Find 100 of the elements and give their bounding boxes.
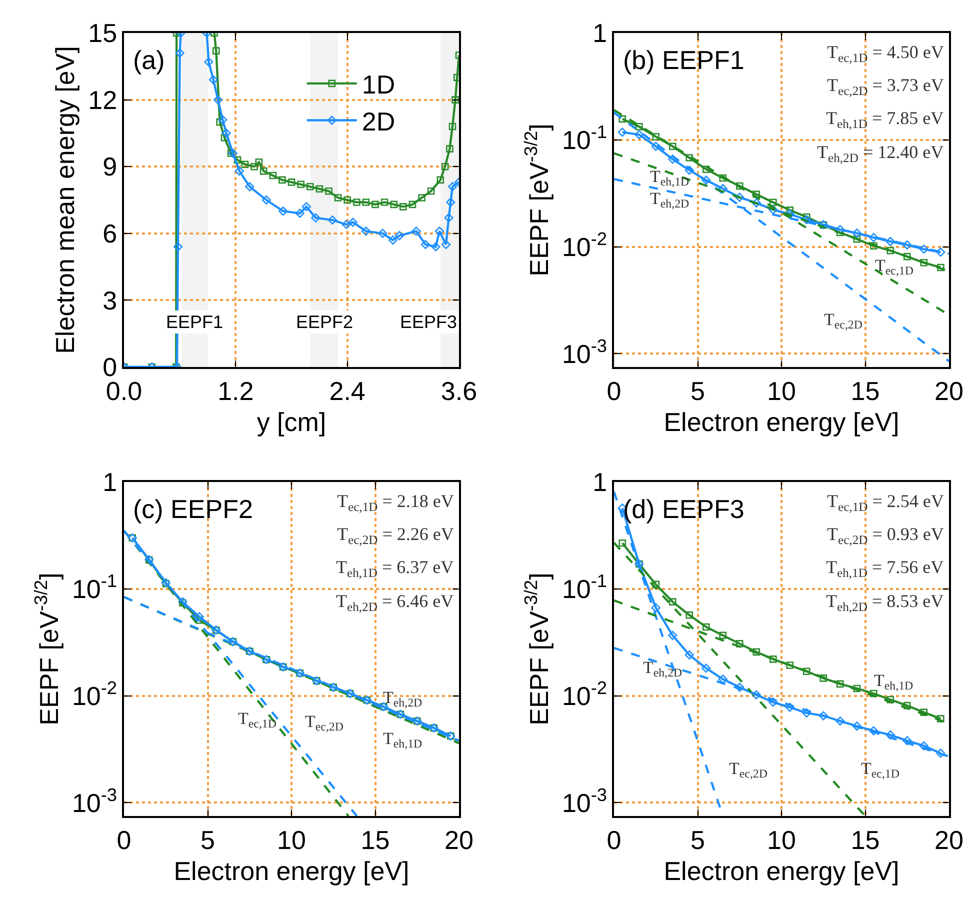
x-tick-label: 15 xyxy=(850,376,880,406)
point xyxy=(444,213,454,222)
point xyxy=(702,176,711,185)
point xyxy=(288,178,296,186)
point xyxy=(234,156,242,164)
point xyxy=(418,194,426,202)
annotation: T$_{ec,2D}$ xyxy=(824,310,863,332)
x-tick-label: 5 xyxy=(200,824,215,855)
annotation: T$_{ec,1D}$ xyxy=(238,709,277,731)
point xyxy=(362,198,370,206)
point xyxy=(735,682,744,692)
point xyxy=(218,115,228,124)
point xyxy=(352,198,360,206)
y-tick-label: 9 xyxy=(102,152,118,182)
x-tick-label: 5 xyxy=(690,376,705,406)
point xyxy=(446,198,456,207)
annotation: T$_{eh,1D}$ xyxy=(383,729,423,751)
annotation: T$_{ec,1D}$ = 2.54 eV xyxy=(827,491,944,514)
point xyxy=(903,252,911,260)
x-tick-label: 20 xyxy=(934,376,964,406)
band-label: EEPF2 xyxy=(296,312,354,332)
point xyxy=(785,702,794,712)
point xyxy=(651,142,660,151)
point xyxy=(228,148,238,158)
annotation: T$_{eh,2D}$ = 6.46 eV xyxy=(336,591,454,614)
point xyxy=(852,722,862,731)
point xyxy=(390,200,398,208)
point xyxy=(869,232,878,242)
point xyxy=(902,240,912,250)
x-tick-label: 20 xyxy=(934,824,964,855)
point xyxy=(408,200,416,208)
point xyxy=(919,244,928,254)
point xyxy=(802,215,812,224)
point xyxy=(702,664,711,673)
point xyxy=(372,200,379,208)
x-axis-title: y [cm] xyxy=(256,407,326,438)
point xyxy=(212,47,220,54)
x-tick-label: 20 xyxy=(444,824,474,855)
y-tick-label: 3 xyxy=(102,285,118,316)
legend-label: 1D xyxy=(362,70,396,100)
point xyxy=(936,715,944,722)
point xyxy=(394,231,404,240)
point xyxy=(213,95,223,104)
annotation: T$_{ec,1D}$ xyxy=(861,759,900,781)
point xyxy=(173,242,183,252)
point xyxy=(316,185,324,193)
band-label: EEPF1 xyxy=(166,312,224,332)
point xyxy=(702,623,710,631)
point xyxy=(769,656,777,663)
point xyxy=(634,130,644,140)
point xyxy=(802,668,810,676)
annotation: T$_{ec,2D}$ = 0.93 eV xyxy=(827,524,944,547)
point xyxy=(920,708,928,716)
point xyxy=(870,242,878,250)
point xyxy=(269,172,277,180)
point xyxy=(311,213,320,222)
point xyxy=(886,730,895,740)
point xyxy=(388,236,398,245)
point xyxy=(380,198,388,206)
band-label: EEPF3 xyxy=(400,312,458,332)
annotation: (c) EEPF2 xyxy=(133,494,253,524)
point xyxy=(297,180,304,188)
point xyxy=(684,650,694,660)
point xyxy=(752,690,761,700)
annotation: (d) EEPF3 xyxy=(623,494,744,524)
point xyxy=(818,711,828,720)
point xyxy=(260,167,268,175)
point xyxy=(853,235,861,243)
annotation: T$_{eh,2D}$ = 12.40 eV xyxy=(817,142,944,165)
point xyxy=(361,226,370,236)
point xyxy=(427,187,435,195)
point xyxy=(448,182,458,192)
point xyxy=(302,202,311,212)
point xyxy=(853,684,861,692)
point xyxy=(222,128,231,138)
point xyxy=(255,158,263,166)
point xyxy=(802,708,812,718)
point xyxy=(618,115,626,123)
point xyxy=(752,648,760,656)
annotation: T$_{eh,1D}$ xyxy=(874,671,914,693)
y-tick-label: 10$^{-1}$ xyxy=(562,571,608,604)
y-tick-label: 12 xyxy=(88,84,118,115)
point xyxy=(752,190,760,198)
annotation: T$_{eh,2D}$ = 8.53 eV xyxy=(826,591,944,614)
y-tick-label: 10$^{-2}$ xyxy=(562,678,608,711)
point xyxy=(886,696,894,704)
point xyxy=(328,215,337,225)
y-tick-label: 1 xyxy=(592,18,608,48)
annotation: T$_{ec,1D}$ = 4.50 eV xyxy=(827,42,944,65)
point xyxy=(635,122,643,130)
point xyxy=(227,150,235,157)
point xyxy=(736,640,744,648)
point xyxy=(348,218,358,227)
y-tick-label: 1 xyxy=(592,467,608,498)
point xyxy=(342,220,351,230)
point xyxy=(420,240,430,250)
point xyxy=(431,242,440,252)
point xyxy=(768,205,778,214)
point xyxy=(446,145,454,152)
y-tick-label: 10$^{-3}$ xyxy=(562,336,608,369)
